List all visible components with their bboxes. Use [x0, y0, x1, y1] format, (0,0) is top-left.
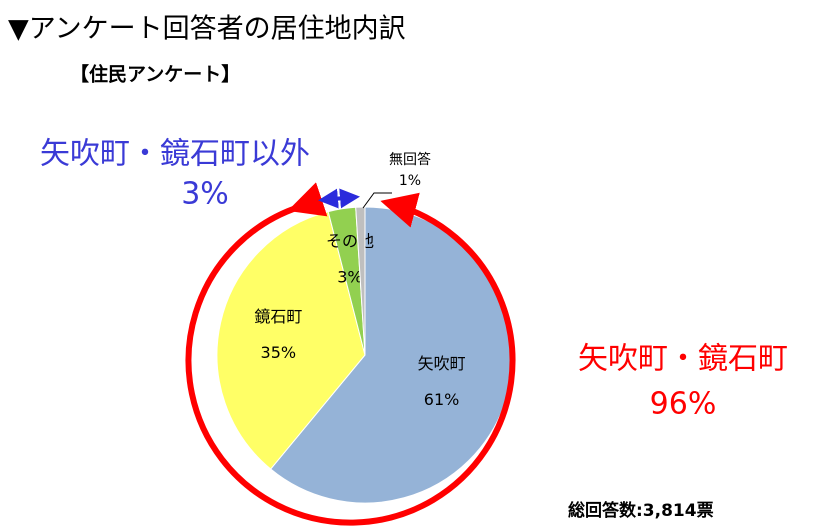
annotation: 96% [650, 387, 717, 422]
slice-value: 3% [337, 267, 362, 286]
pie: 矢吹町 61% 鏡石町 35% その他 3% 無回答 1% [216, 151, 514, 504]
annotation: 矢吹町・鏡石町 [578, 342, 788, 377]
leader-line [362, 192, 392, 209]
slice-label: 無回答 [389, 151, 431, 168]
chart-subtitle: 【住民アンケート】 [70, 63, 240, 86]
annotation: 3% [181, 177, 229, 212]
slice-value: 1% [399, 173, 421, 189]
slice-value: 61% [424, 390, 460, 409]
chart-title: ▼アンケート回答者の居住地内訳 [8, 14, 406, 45]
annotation: 矢吹町・鏡石町以外 [40, 137, 310, 172]
note: 総回答数:3,814票 [568, 500, 714, 521]
slice-label: その他 [326, 231, 374, 250]
slice-value: 35% [261, 343, 297, 362]
slice-label: 鏡石町 [254, 307, 302, 326]
ring-arrow [185, 182, 516, 526]
bracket-arrow [318, 188, 360, 209]
slice-label: 矢吹町 [418, 354, 466, 373]
